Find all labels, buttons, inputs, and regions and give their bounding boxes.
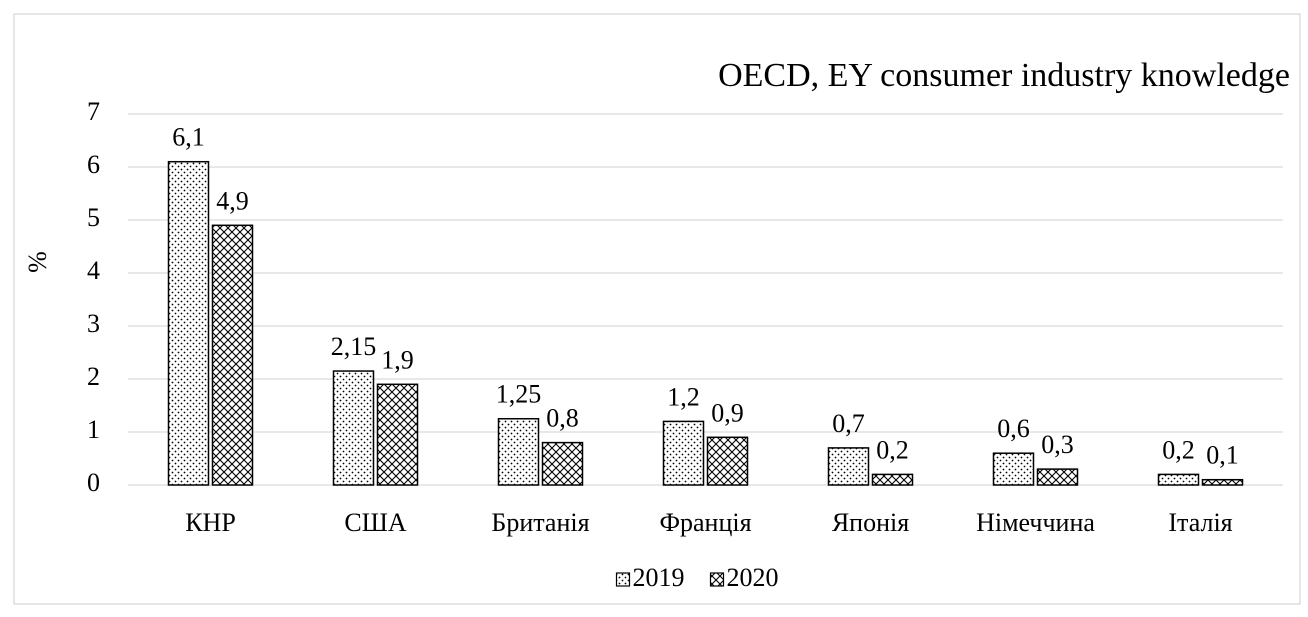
- bar: [706, 436, 749, 486]
- bar: [827, 447, 870, 486]
- x-tick-label: США: [344, 508, 407, 537]
- bar: [497, 418, 540, 486]
- x-tick-label: КНР: [185, 508, 236, 537]
- data-label: 1,2: [667, 382, 700, 411]
- y-tick-label: 6: [87, 150, 100, 179]
- y-tick-label: 2: [87, 362, 100, 391]
- bar: [992, 452, 1035, 486]
- bar: [1036, 468, 1079, 486]
- data-label: 0,7: [832, 409, 865, 438]
- legend-label: 2019: [633, 563, 685, 592]
- y-tick-label: 4: [87, 256, 100, 285]
- chart-title: OECD, EY consumer industry knowledge: [718, 57, 1290, 94]
- y-tick-label: 5: [87, 203, 100, 232]
- data-label: 0,8: [546, 404, 579, 433]
- legend-label: 2020: [727, 563, 779, 592]
- y-tick-label: 3: [87, 309, 100, 338]
- legend-swatch: [709, 572, 725, 587]
- data-label: 0,1: [1206, 441, 1239, 470]
- bar: [662, 420, 705, 486]
- y-tick-label: 7: [87, 97, 100, 126]
- data-label: 1,25: [496, 380, 542, 409]
- data-label: 4,9: [216, 186, 249, 215]
- x-tick-label: Японія: [832, 508, 909, 537]
- x-tick-label: Британія: [491, 508, 589, 537]
- data-label: 0,6: [997, 414, 1030, 443]
- bar: [332, 370, 375, 486]
- data-label: 6,1: [172, 123, 205, 152]
- bar: [871, 473, 914, 486]
- y-tick-label: 1: [87, 415, 100, 444]
- data-label: 1,9: [381, 345, 414, 374]
- y-tick-label: 0: [87, 468, 100, 497]
- bar: [1201, 478, 1244, 486]
- data-label: 0,3: [1041, 430, 1074, 459]
- data-label: 0,2: [876, 435, 909, 464]
- x-tick-label: Франція: [659, 508, 751, 537]
- bar: [376, 383, 419, 486]
- data-label: 2,15: [331, 332, 377, 361]
- data-label: 0,9: [711, 398, 744, 427]
- bar: [211, 224, 254, 486]
- x-tick-label: Німеччина: [976, 508, 1095, 537]
- bar: [541, 441, 584, 486]
- bar: [1157, 473, 1200, 486]
- data-label: 0,2: [1162, 435, 1195, 464]
- x-tick-label: Італія: [1168, 508, 1232, 537]
- legend-swatch: [615, 572, 631, 587]
- bar: [167, 160, 210, 486]
- y-axis-label: %: [23, 251, 52, 273]
